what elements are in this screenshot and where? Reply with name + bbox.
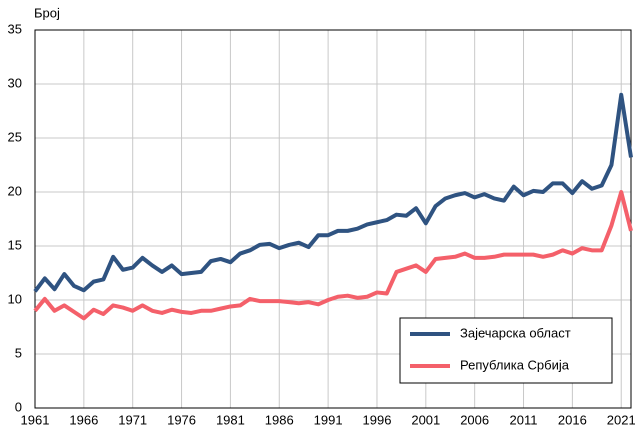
y-axis-label: Број [34,5,60,20]
x-tick-label: 1996 [363,412,392,427]
x-tick-label: 1971 [118,412,147,427]
x-tick-label: 2011 [510,412,538,427]
x-tick-label: 1966 [69,412,98,427]
data-line [33,190,633,321]
data-line [33,92,633,293]
x-tick-label: 1991 [314,412,343,427]
x-tick-label: 2016 [558,412,587,427]
y-tick-label: 35 [8,21,22,36]
x-tick-label: 2001 [411,412,440,427]
y-tick-label: 15 [8,237,22,252]
x-tick-label: 1976 [167,412,196,427]
y-tick-label: 30 [8,75,22,90]
x-tick-label: 1981 [216,412,245,427]
legend-label: Република Србија [460,357,570,372]
plot-frame [34,29,632,409]
y-tick-label: 10 [8,291,22,306]
y-tick-label: 5 [15,345,22,360]
y-tick-label: 0 [15,399,22,414]
legend-box [399,317,613,384]
x-tick-label: 2006 [460,412,489,427]
x-tick-label: 2021 [607,412,635,427]
legend-label: Зајечарска област [460,325,571,340]
y-tick-label: 25 [8,129,22,144]
y-tick-label: 20 [8,183,22,198]
x-tick-label: 1986 [265,412,294,427]
x-tick-label: 1961 [21,412,50,427]
